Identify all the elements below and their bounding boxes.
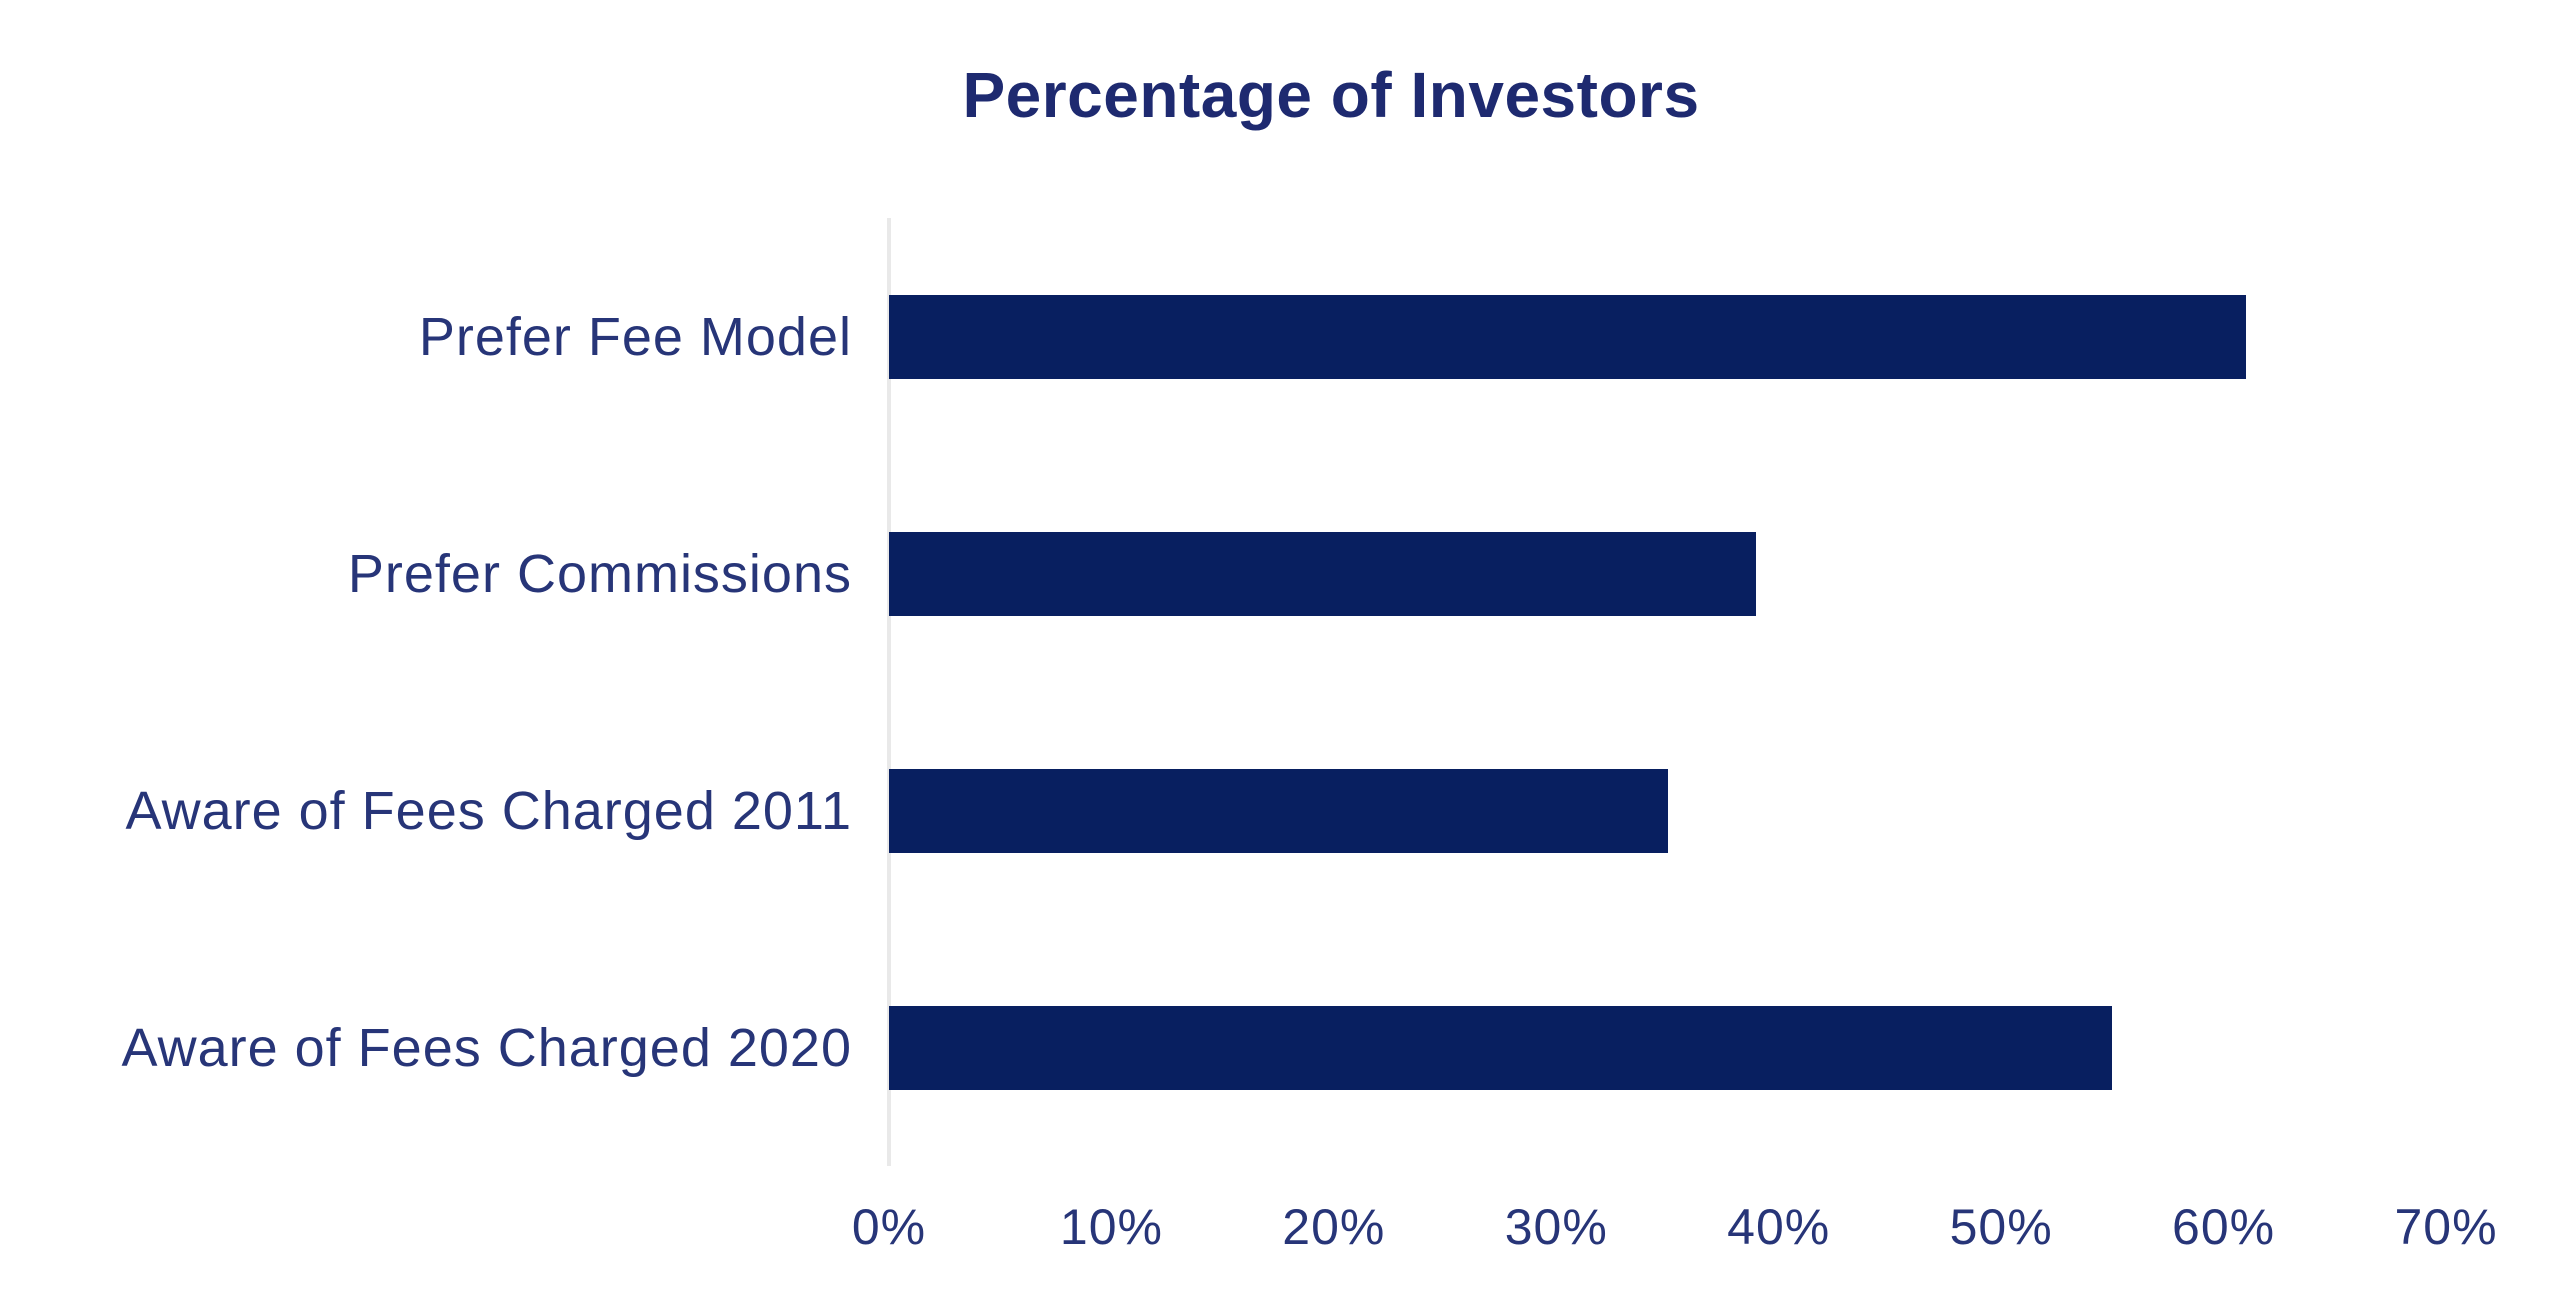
x-tick-label: 10% <box>1059 1199 1163 1255</box>
x-tick-label: 40% <box>1727 1199 1831 1255</box>
x-tick-label: 60% <box>2172 1199 2276 1255</box>
bar-2 <box>889 531 1757 616</box>
category-label: Prefer Commissions <box>347 543 852 604</box>
category-label: Prefer Fee Model <box>418 306 852 367</box>
x-tick-label: 0% <box>851 1199 927 1255</box>
bar-4 <box>889 1005 2113 1090</box>
x-tick-label: 50% <box>1949 1199 2053 1255</box>
bar-3 <box>889 768 1668 853</box>
x-tick-label: 20% <box>1282 1199 1386 1255</box>
category-label: Aware of Fees Charged 2020 <box>121 1017 852 1078</box>
y-axis-line <box>887 218 891 1166</box>
x-tick-label: 70% <box>2394 1199 2498 1255</box>
chart-title: Percentage of Investors <box>962 59 1700 131</box>
plot-area <box>887 218 2446 1166</box>
bar-1 <box>889 294 2246 379</box>
x-tick-label: 30% <box>1504 1199 1608 1255</box>
category-label: Aware of Fees Charged 2011 <box>125 780 852 841</box>
